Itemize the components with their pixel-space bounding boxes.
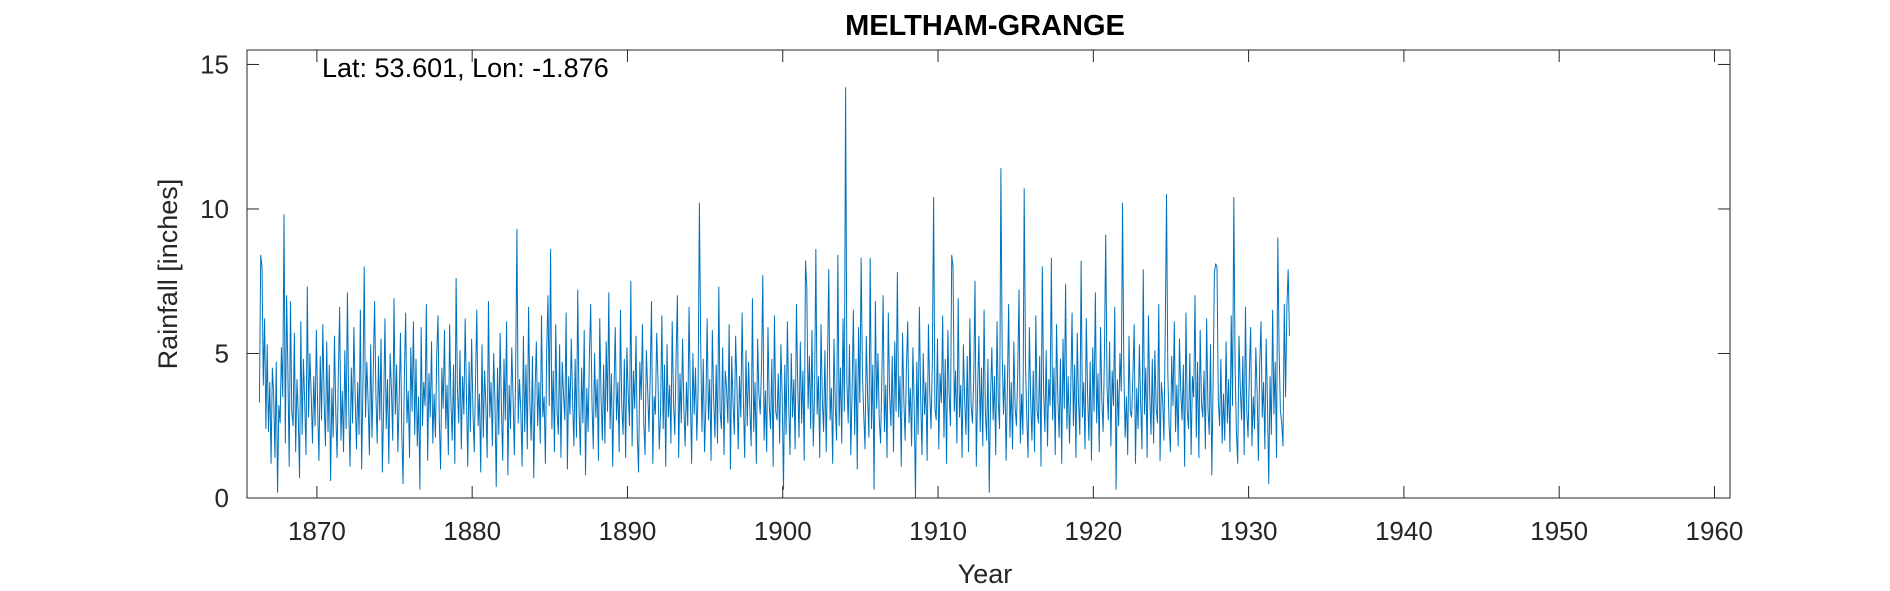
series-line-0 [258,87,1290,499]
x-tick-label: 1900 [754,516,812,546]
x-tick-label: 1930 [1220,516,1278,546]
x-tick-label: 1870 [288,516,346,546]
axes-box [246,49,1731,499]
x-tick-label: 1910 [909,516,967,546]
y-tick-label: 15 [200,49,229,79]
location-annotation: Lat: 53.601, Lon: -1.876 [322,53,609,83]
series-layer [258,87,1290,499]
x-tick-label: 1940 [1375,516,1433,546]
x-tick-label: 1920 [1064,516,1122,546]
x-ticks: 1870 1880 1890 1900 1910 1920 1930 1940 1950 1960 [288,50,1743,546]
y-tick-label: 5 [215,338,229,368]
y-tick-label: 0 [215,483,229,513]
y-tick-label: 10 [200,194,229,224]
x-tick-label: 1890 [599,516,657,546]
x-tick-label: 1880 [443,516,501,546]
x-axis-label: Year [958,559,1013,589]
y-axis-label: Rainfall [inches] [153,179,183,370]
axes-layer [246,49,1731,499]
x-tick-label: 1950 [1530,516,1588,546]
chart-title: MELTHAM-GRANGE [845,10,1125,42]
y-ticks: 0 5 10 15 [200,49,1730,513]
x-tick-label: 1960 [1686,516,1744,546]
